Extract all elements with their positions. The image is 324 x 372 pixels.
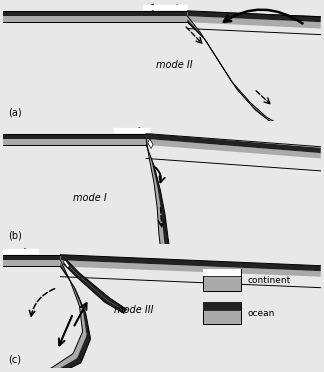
Polygon shape (146, 134, 321, 153)
Polygon shape (60, 255, 321, 271)
Polygon shape (3, 255, 60, 260)
Text: mode I: mode I (73, 193, 107, 203)
Polygon shape (146, 142, 170, 251)
Polygon shape (26, 260, 87, 372)
Polygon shape (65, 260, 127, 311)
Polygon shape (3, 139, 146, 145)
Polygon shape (3, 134, 146, 139)
Polygon shape (187, 16, 321, 29)
Bar (203, 302, 241, 310)
Text: (a): (a) (8, 108, 22, 118)
Text: continent: continent (248, 276, 291, 285)
Bar (203, 269, 241, 291)
Text: mode II: mode II (156, 60, 192, 70)
Polygon shape (146, 139, 165, 249)
Polygon shape (187, 11, 321, 22)
Polygon shape (187, 19, 286, 128)
Text: mode III: mode III (114, 305, 154, 315)
Text: ocean: ocean (248, 309, 275, 318)
Polygon shape (148, 139, 153, 148)
Polygon shape (60, 260, 321, 277)
Polygon shape (29, 263, 90, 372)
Polygon shape (3, 260, 60, 266)
Bar (203, 269, 241, 276)
Polygon shape (146, 139, 321, 158)
Polygon shape (64, 262, 125, 313)
Polygon shape (3, 11, 187, 16)
Polygon shape (187, 16, 283, 126)
Polygon shape (3, 16, 187, 22)
Text: (b): (b) (8, 230, 22, 240)
Polygon shape (63, 260, 70, 267)
Bar (203, 302, 241, 324)
Text: (c): (c) (8, 355, 21, 365)
